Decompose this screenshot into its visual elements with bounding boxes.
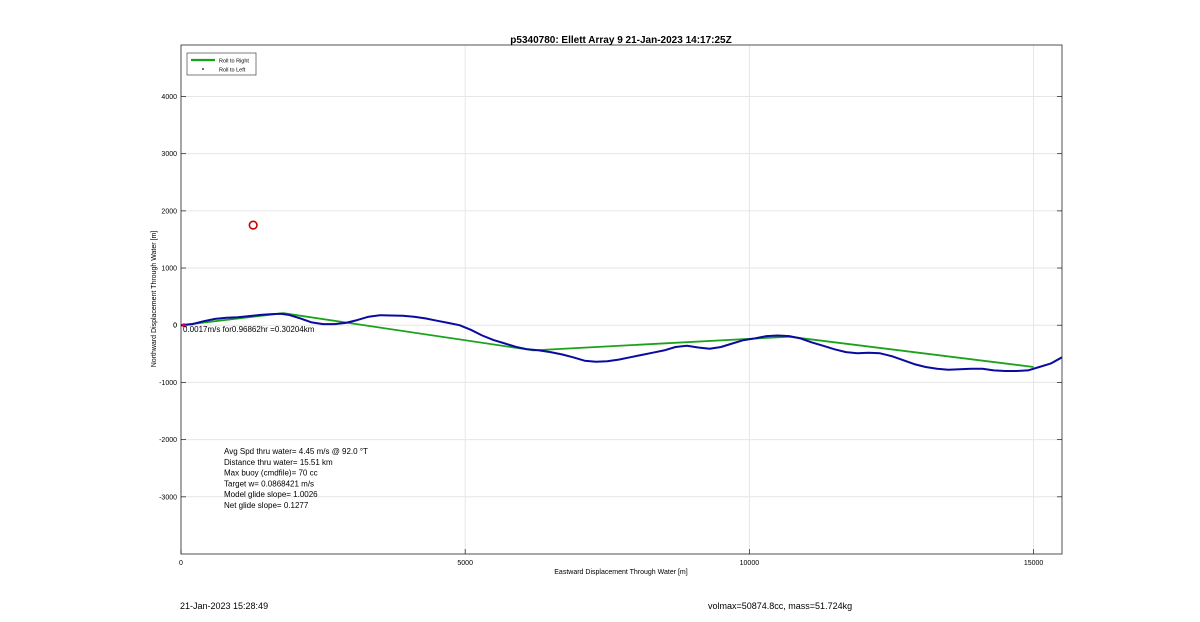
legend-box: [186, 52, 257, 76]
x-tick-label: 0: [179, 560, 183, 567]
stats-line: Max buoy (cmdfile)= 70 cc: [224, 469, 318, 478]
plot-area: [181, 45, 1062, 554]
y-tick-label: 2000: [161, 208, 177, 215]
x-axis-label: Eastward Displacement Through Water [m]: [554, 569, 687, 576]
stats-line: Net glide slope= 0.1277: [224, 501, 309, 510]
y-tick-label: 0: [173, 323, 177, 330]
legend-label-roll-left: Roll to Left: [219, 68, 246, 74]
x-tick-label: 5000: [457, 560, 473, 567]
stats-line: Model glide slope= 1.0026: [224, 490, 318, 499]
y-tick-label: -2000: [159, 437, 177, 444]
y-axis-label: Northward Displacement Through Water [m]: [151, 231, 158, 368]
y-tick-label: -3000: [159, 494, 177, 501]
series-group: [181, 312, 1062, 372]
chart-title: p5340780: Ellett Array 9 21-Jan-2023 14:…: [510, 35, 731, 46]
footer-mass-info: volmax=50874.8cc, mass=51.724kg: [708, 601, 853, 611]
axes-box: [180, 44, 1063, 555]
series-line-track: [181, 312, 1062, 372]
x-tick-label: 10000: [740, 560, 760, 567]
current-annotation-label: 0.0017m/s for0.96862hr =0.30204km: [183, 325, 315, 334]
y-tick-label: 1000: [161, 266, 177, 273]
y-tick-label: 3000: [161, 151, 177, 158]
legend-label-roll-right: Roll to Right: [219, 59, 249, 65]
y-tick-label: 4000: [161, 94, 177, 101]
start-marker: [182, 323, 186, 328]
y-tick-label: 0: [173, 323, 177, 330]
stats-line: Avg Spd thru water= 4.45 m/s @ 92.0 °T: [224, 447, 368, 456]
stats-line: Distance thru water= 15.51 km: [224, 458, 333, 467]
x-tick-label: 15000: [1024, 560, 1044, 567]
y-tick-label: -1000: [159, 380, 177, 387]
stats-line: Target w= 0.0868421 m/s: [224, 479, 314, 488]
footer-timestamp: 21-Jan-2023 15:28:49: [180, 601, 269, 611]
legend-swatch-roll-left: [202, 68, 204, 70]
target-circle-marker: [248, 220, 258, 230]
